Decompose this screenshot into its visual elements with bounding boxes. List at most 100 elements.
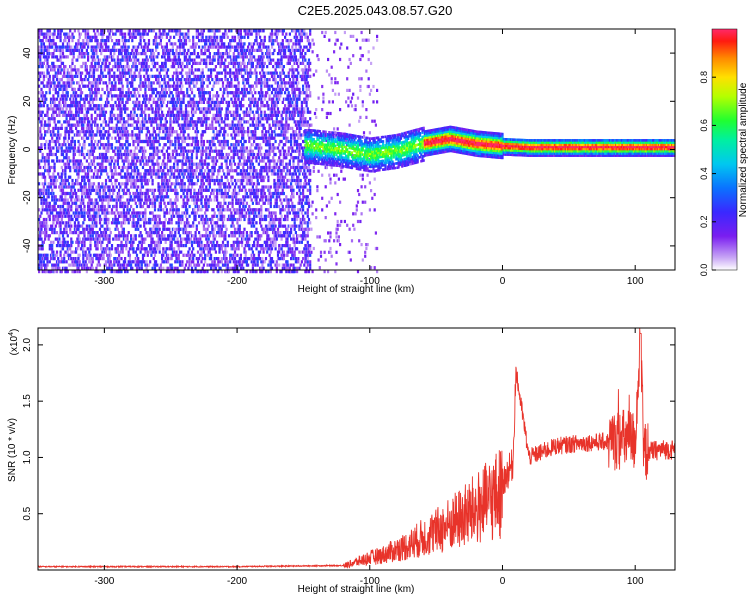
spectrogram-cell <box>95 208 98 212</box>
spectrogram-cell <box>178 32 182 36</box>
spectrogram-cell <box>213 81 216 85</box>
spectrogram-cell <box>146 234 149 238</box>
spectrogram-cell <box>184 224 188 228</box>
spectrogram-cell <box>143 123 146 127</box>
spectrogram-cell <box>115 185 118 189</box>
spectrogram-cell <box>208 182 211 186</box>
spectrogram-cell <box>174 266 177 270</box>
spectrogram-cell <box>69 253 72 257</box>
spectrogram-cell <box>55 91 59 95</box>
spectrogram-cell <box>70 143 73 147</box>
spectrogram-cell <box>198 172 201 176</box>
spectrogram-cell <box>132 162 135 166</box>
spectrogram-cell <box>181 84 184 88</box>
spectrogram-cell <box>83 100 86 104</box>
spectrogram-cell <box>198 188 201 192</box>
spectrogram-cell <box>204 201 207 205</box>
spectrogram-cell <box>184 136 188 140</box>
spectrogram-cell <box>44 178 47 183</box>
spectrogram-cell <box>128 253 131 257</box>
spectrogram-cell <box>170 263 173 267</box>
spectrogram-cell <box>208 263 211 267</box>
spectrogram-cell <box>57 214 60 218</box>
spectrogram-cell <box>131 162 134 166</box>
spectrogram-cell <box>82 214 85 218</box>
spectrogram-cell <box>146 195 149 199</box>
spectrogram-cell <box>213 247 216 251</box>
spectrogram-cell <box>198 68 201 72</box>
spectrogram-cell <box>133 198 136 202</box>
spectrogram-cell <box>108 32 111 36</box>
spectrogram-cell <box>138 133 141 137</box>
spectrogram-cell <box>133 195 136 199</box>
spectrogram-cell <box>183 185 186 189</box>
spectrogram-cell <box>139 39 142 43</box>
spectrogram-cell <box>121 175 124 179</box>
spectrogram-cell <box>204 117 207 121</box>
spectrogram-cell <box>95 45 98 49</box>
spectrogram-cell <box>186 58 189 62</box>
spectrogram-cell <box>78 253 81 257</box>
spectrogram-cell <box>88 94 91 98</box>
spectrogram-cell <box>103 68 106 72</box>
spectrogram-cell <box>173 270 176 274</box>
spectrogram-cell <box>188 61 191 65</box>
spectrogram-cell <box>155 149 158 153</box>
spectrogram-cell <box>194 195 197 199</box>
spectrogram-cell <box>39 227 42 231</box>
spectrogram-cell <box>182 156 185 160</box>
spectrogram-cell <box>144 94 147 98</box>
spectrogram-cell <box>200 270 203 274</box>
spectrogram-cell <box>58 110 61 114</box>
spectrogram-cell <box>134 32 137 36</box>
spectrogram-cell <box>183 55 186 59</box>
spectrogram-cell <box>184 244 188 248</box>
spectrogram-cell <box>178 172 182 176</box>
spectrogram-cell <box>144 250 147 254</box>
spectrogram-cell <box>72 52 75 56</box>
spectrogram-cell <box>75 107 78 111</box>
spectrogram-cell <box>73 104 76 108</box>
spectrogram-cell <box>133 211 136 215</box>
spectrogram-cell <box>58 175 61 179</box>
spectrogram-cell <box>139 191 142 196</box>
spectrogram-cell <box>77 39 80 43</box>
spectrogram-cell <box>207 253 210 257</box>
spectrogram-cell <box>199 165 202 170</box>
spectrogram-cell <box>173 29 176 33</box>
spectrogram-cell <box>51 65 54 69</box>
spectrogram-cell <box>155 133 158 137</box>
spectrogram-cell <box>170 234 173 238</box>
spectrogram-cell <box>126 217 129 222</box>
spectrogram-cell <box>143 162 146 166</box>
spectrogram-cell <box>163 250 166 254</box>
spectrogram-cell <box>180 227 183 231</box>
spectrogram-cell <box>104 48 108 52</box>
spectrogram-cell <box>49 107 53 111</box>
spectrogram-cell <box>71 61 74 65</box>
spectrogram-cell <box>60 152 63 157</box>
spectrogram-cell <box>85 188 88 192</box>
spectrogram-cell <box>102 146 105 150</box>
spectrogram-cell <box>127 165 130 170</box>
spectrogram-cell <box>169 48 172 52</box>
spectrogram-cell <box>88 143 91 147</box>
spectrogram-cell <box>157 224 160 228</box>
spectrogram-cell <box>51 39 54 43</box>
spectrogram-cell <box>101 165 104 170</box>
spectrogram-cell <box>67 263 71 267</box>
spectrogram-cell <box>76 133 79 137</box>
spectrogram-cell <box>107 237 110 241</box>
spectrogram-cell <box>52 74 55 78</box>
spectrogram-cell <box>67 175 71 179</box>
spectrogram-cell <box>59 104 62 108</box>
spectrogram-cell <box>178 263 182 267</box>
spectrogram-cell <box>91 231 94 235</box>
spectrogram-cell <box>94 214 97 218</box>
spectrogram-cell <box>205 188 208 192</box>
spectrogram-cell <box>196 104 200 108</box>
spectrogram-cell <box>104 74 108 78</box>
spectrogram-cell <box>55 178 59 183</box>
spectrogram-cell <box>161 35 164 39</box>
spectrogram-cell <box>152 120 155 124</box>
